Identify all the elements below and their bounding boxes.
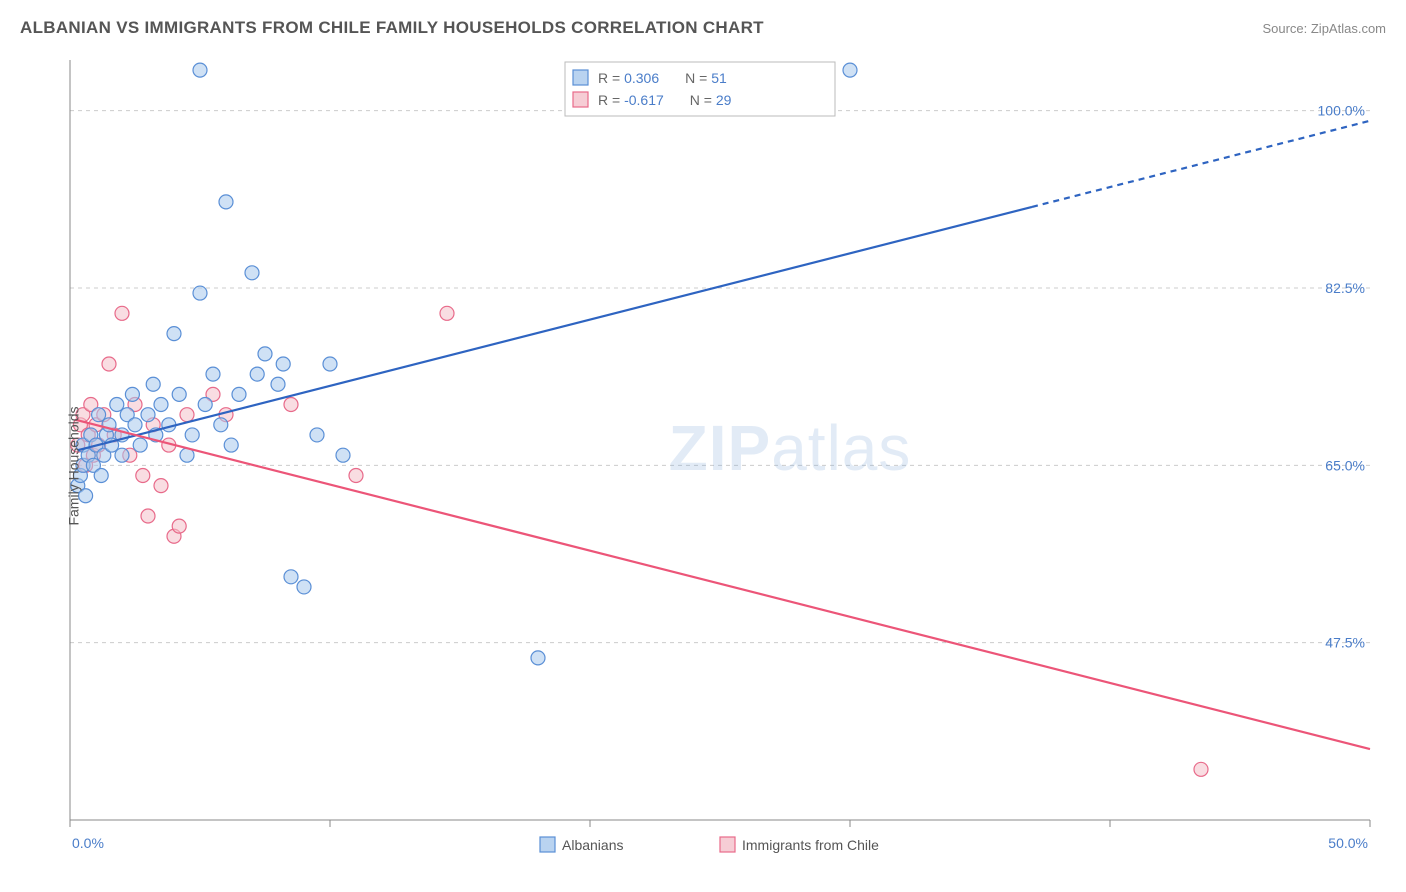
scatter-point-albanians [185, 428, 199, 442]
legend-swatch-chile [720, 837, 735, 852]
scatter-point-chile [349, 468, 363, 482]
scatter-point-chile [284, 398, 298, 412]
scatter-point-chile [115, 306, 129, 320]
y-tick-label: 47.5% [1325, 635, 1365, 651]
scatter-point-albanians [258, 347, 272, 361]
scatter-point-albanians [232, 387, 246, 401]
series-legend: Albanians Immigrants from Chile [540, 837, 879, 853]
scatter-point-albanians [271, 377, 285, 391]
scatter-point-albanians [141, 408, 155, 422]
legend-swatch-chile [573, 92, 588, 107]
scatter-point-albanians [128, 418, 142, 432]
scatter-point-albanians [115, 448, 129, 462]
scatter-point-chile [154, 479, 168, 493]
legend-label-chile: Immigrants from Chile [742, 837, 879, 853]
scatter-point-albanians [323, 357, 337, 371]
scatter-point-albanians [133, 438, 147, 452]
scatter-point-albanians [167, 327, 181, 341]
regression-line-albanians-extrapolated [1032, 121, 1370, 207]
scatter-point-albanians [198, 398, 212, 412]
scatter-point-albanians [297, 580, 311, 594]
source-attribution: Source: ZipAtlas.com [1262, 21, 1386, 36]
scatter-point-albanians [276, 357, 290, 371]
scatter-point-albanians [245, 266, 259, 280]
scatter-point-albanians [154, 398, 168, 412]
scatter-point-albanians [219, 195, 233, 209]
scatter-point-chile [102, 357, 116, 371]
scatter-point-albanians [193, 286, 207, 300]
x-tick-label: 0.0% [72, 835, 104, 851]
x-tick-label: 50.0% [1328, 835, 1368, 851]
scatter-point-albanians [250, 367, 264, 381]
scatter-point-albanians [206, 367, 220, 381]
chart-title: ALBANIAN VS IMMIGRANTS FROM CHILE FAMILY… [20, 18, 764, 38]
legend-swatch-albanians [573, 70, 588, 85]
scatter-point-chile [172, 519, 186, 533]
scatter-point-albanians [336, 448, 350, 462]
scatter-point-albanians [310, 428, 324, 442]
scatter-point-albanians [531, 651, 545, 665]
scatter-point-chile [180, 408, 194, 422]
scatter-point-albanians [94, 468, 108, 482]
scatter-point-chile [440, 306, 454, 320]
scatter-point-chile [1194, 762, 1208, 776]
scatter-point-chile [141, 509, 155, 523]
scatter-point-albanians [224, 438, 238, 452]
legend-label-albanians: Albanians [562, 837, 624, 853]
correlation-scatter-chart: 47.5%65.0%82.5%100.0%ZIPatlas0.0%50.0%R … [20, 50, 1386, 882]
y-tick-label: 100.0% [1318, 103, 1365, 119]
y-tick-label: 82.5% [1325, 280, 1365, 296]
scatter-point-albanians [193, 63, 207, 77]
scatter-point-albanians [284, 570, 298, 584]
watermark: ZIPatlas [669, 412, 912, 484]
scatter-point-albanians [172, 387, 186, 401]
y-axis-label: Family Households [66, 406, 82, 525]
scatter-point-albanians [843, 63, 857, 77]
scatter-point-albanians [214, 418, 228, 432]
scatter-point-albanians [125, 387, 139, 401]
legend-swatch-albanians [540, 837, 555, 852]
scatter-point-albanians [146, 377, 160, 391]
scatter-point-chile [136, 468, 150, 482]
y-tick-label: 65.0% [1325, 457, 1365, 473]
